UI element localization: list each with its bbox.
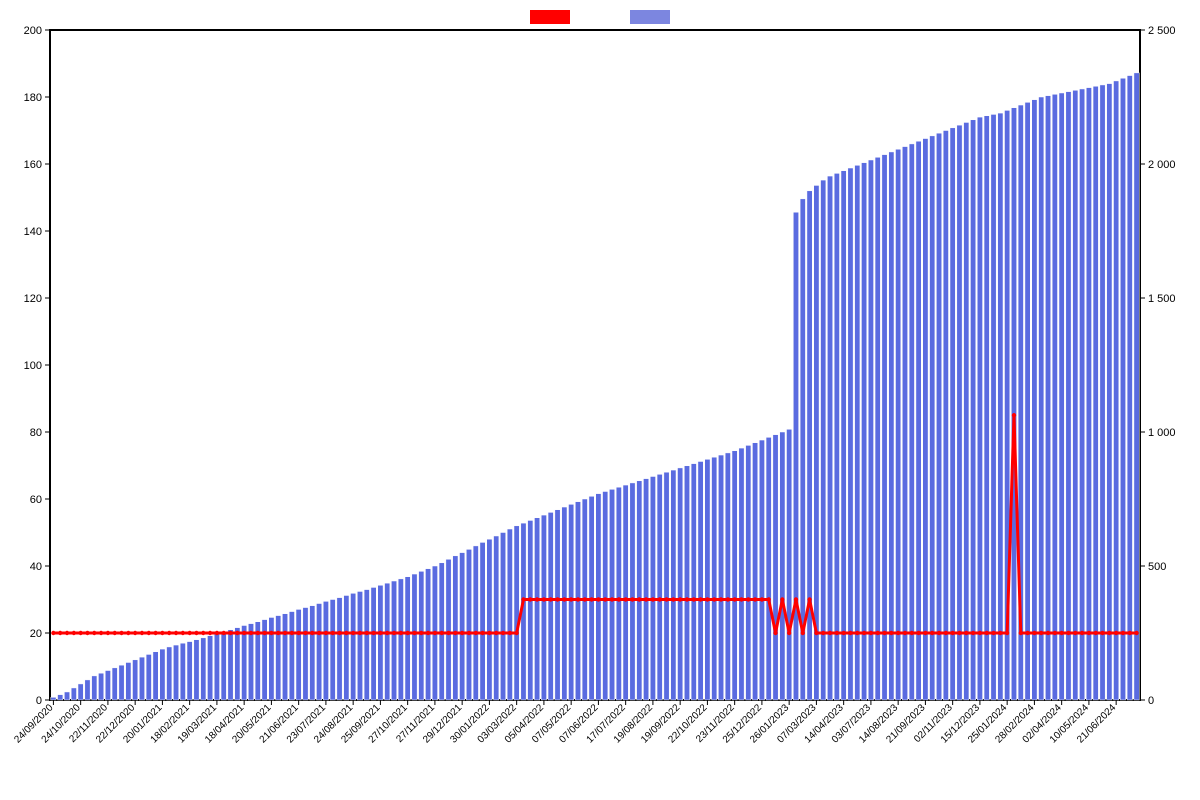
- svg-text:120: 120: [24, 293, 42, 305]
- svg-text:0: 0: [36, 695, 42, 707]
- legend-swatch: [630, 10, 670, 24]
- svg-text:20: 20: [30, 628, 42, 640]
- svg-text:80: 80: [30, 427, 42, 439]
- dual-axis-chart: 0 20 40 60 80 100 120 140 160 180 200 0 500 1 000 1 50…: [0, 0, 1200, 800]
- svg-text:2 000: 2 000: [1148, 159, 1176, 171]
- legend-swatch: [530, 10, 570, 24]
- svg-text:0: 0: [1148, 695, 1154, 707]
- svg-text:200: 200: [24, 25, 42, 37]
- svg-text:1 000: 1 000: [1148, 427, 1176, 439]
- svg-text:60: 60: [30, 494, 42, 506]
- svg-text:40: 40: [30, 561, 42, 573]
- svg-text:100: 100: [24, 360, 42, 372]
- svg-text:1 500: 1 500: [1148, 293, 1176, 305]
- svg-text:180: 180: [24, 92, 42, 104]
- svg-text:2 500: 2 500: [1148, 25, 1176, 37]
- svg-text:500: 500: [1148, 561, 1166, 573]
- svg-text:140: 140: [24, 226, 42, 238]
- svg-text:160: 160: [24, 159, 42, 171]
